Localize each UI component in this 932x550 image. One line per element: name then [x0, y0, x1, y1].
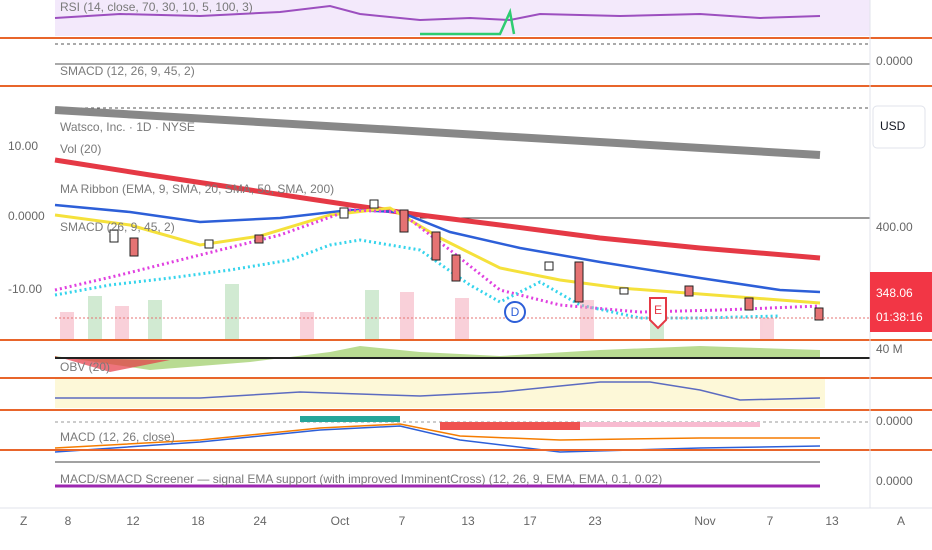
pane-separators [0, 37, 932, 451]
zoom-button[interactable]: Z [20, 514, 27, 528]
x-axis-label: 13 [825, 514, 839, 528]
ma-50 [54, 157, 821, 261]
indicator-label: RSI (14, close, 70, 30, 10, 5, 100, 3) [60, 0, 253, 14]
price-tag [870, 272, 932, 332]
area-red [55, 356, 170, 372]
x-axis-label: Nov [694, 514, 715, 528]
ma-200 [54, 106, 821, 159]
x-axis-label: 8 [65, 514, 72, 528]
x-axis: 8 12 18 24 Oct 7 13 17 23 Nov 7 13 [65, 514, 839, 528]
left-axis-label: 10.00 [8, 139, 38, 153]
dividend-marker [504, 301, 526, 323]
macd-line [54, 425, 821, 453]
indicator-label: MA Ribbon (EMA, 9, SMA, 20, SMA, 50, SMA… [60, 182, 334, 196]
x-axis-label: 23 [588, 514, 602, 528]
dividend-text: D [511, 305, 520, 319]
candles [109, 199, 824, 321]
currency-button[interactable] [872, 105, 926, 149]
obv-bg [55, 378, 825, 408]
rsi-line [54, 4, 821, 22]
currency[interactable]: USD [880, 119, 906, 133]
indicator-label: Vol (20) [60, 142, 101, 156]
symbol-label: Watsco, Inc. · 1D · NYSE [60, 120, 195, 134]
indicator-label: SMACD (26, 9, 45, 2) [60, 220, 175, 234]
dots-lower [54, 238, 781, 320]
x-axis-label: 18 [191, 514, 205, 528]
x-axis-label: Oct [331, 514, 350, 528]
indicator-label: MACD/SMACD Screener — signal EMA support… [60, 472, 662, 486]
countdown: 01:38:16 [876, 310, 923, 324]
x-axis-label: 7 [767, 514, 774, 528]
obv-line [55, 381, 821, 401]
right-axis-label: 0.0000 [876, 414, 913, 428]
right-axis-label: 40 M [876, 342, 903, 356]
x-axis-label: 7 [399, 514, 406, 528]
indicator-label: OBV (20) [60, 360, 110, 374]
left-axis-label: -10.00 [8, 282, 42, 296]
x-axis-label: 13 [461, 514, 475, 528]
indicator-label: SMACD (12, 26, 9, 45, 2) [60, 64, 195, 78]
x-axis-label: 24 [253, 514, 267, 528]
auto-button[interactable]: A [897, 514, 905, 528]
x-axis-label: 17 [523, 514, 537, 528]
macd-hist [300, 416, 760, 430]
right-axis-label: 0.0000 [876, 54, 913, 68]
volume [60, 284, 774, 340]
right-axis-label: 0.0000 [876, 474, 913, 488]
rsi-signal [420, 7, 516, 36]
earnings-text: E [654, 303, 662, 317]
dots-upper [54, 208, 821, 314]
indicator-label: MACD (12, 26, close) [60, 430, 175, 444]
macd-signal [54, 423, 820, 449]
x-axis-label: 12 [126, 514, 140, 528]
left-axis-label: 0.0000 [8, 209, 45, 223]
last-price: 348.06 [876, 286, 913, 300]
ma-20 [54, 203, 821, 294]
earnings-marker [649, 297, 667, 330]
right-axis-label: 400.00 [876, 220, 913, 234]
